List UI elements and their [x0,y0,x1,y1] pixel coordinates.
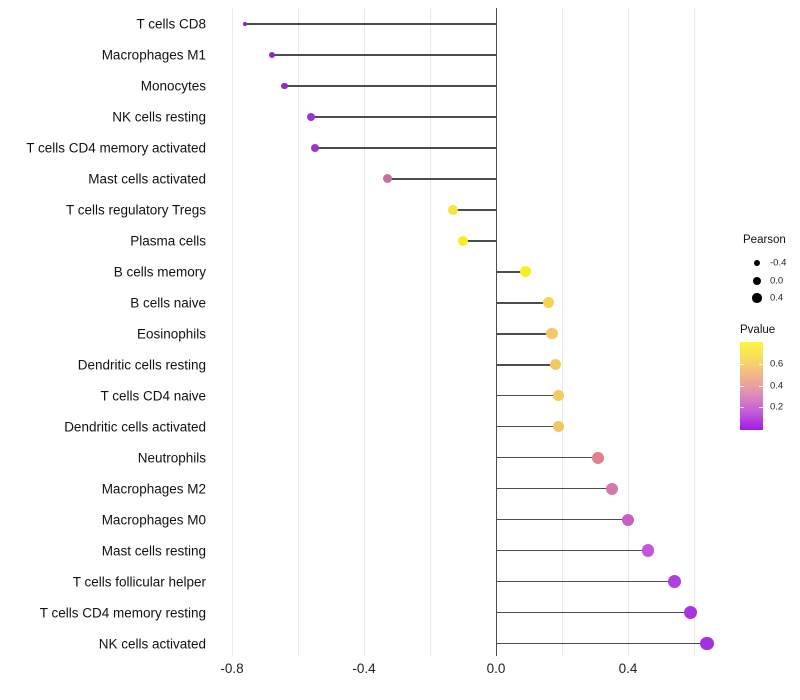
pvalue-legend-label: 0.4 [770,380,784,392]
y-axis-label: T cells CD4 memory resting [39,605,206,621]
lollipop-dot [684,605,698,620]
lollipop-stick [496,271,526,273]
y-axis-label: T cells follicular helper [72,574,206,590]
gridline [694,8,695,656]
zero-axis-line [496,8,497,656]
lollipop-dot [543,297,555,309]
lollipop-stick [271,54,496,56]
lollipop-dot [243,21,248,27]
lollipop-stick [496,580,675,583]
lollipop-stick [284,85,496,87]
y-axis-label: Dendritic cells activated [64,419,206,435]
lollipop-stick [496,642,708,645]
gridline [562,8,563,656]
lollipop-stick [311,116,496,118]
y-axis-label: Neutrophils [137,450,206,466]
lollipop-dot [307,112,316,121]
lollipop-dot [700,636,715,651]
lollipop-dot [592,451,605,464]
lollipop-stick [387,178,496,180]
x-axis-tick-label: 0.4 [618,661,638,676]
pvalue-legend-title: Pvalue [740,324,776,336]
pvalue-gradient-bar [740,342,763,430]
lollipop-dot [546,328,558,340]
lollipop-dot [457,235,469,247]
lollipop-dot [641,544,654,557]
lollipop-dot [382,174,392,184]
x-axis-tick-label: 0.0 [486,661,506,676]
pearson-legend-dot [752,276,762,285]
y-axis-label: Macrophages M1 [101,47,206,63]
lollipop-dot [553,390,565,402]
y-axis-label: Mast cells resting [101,543,206,559]
y-axis-label: Monocytes [140,78,206,94]
pearson-legend-title: Pearson [743,234,786,246]
y-axis-label: Macrophages M0 [101,512,206,528]
lollipop-dot [281,82,289,90]
y-axis-label: NK cells resting [112,109,206,125]
lollipop-stick [496,301,549,304]
lollipop-dot [310,143,319,152]
y-axis-label: NK cells activated [98,636,206,651]
lollipop-stick [496,487,612,490]
pvalue-gradient-tick [759,386,763,387]
lollipop-stick [496,456,599,459]
y-axis-label: Dendritic cells resting [77,357,206,373]
y-axis-label: Plasma cells [130,233,206,249]
pearson-legend-label: 0.4 [770,292,784,304]
y-axis-label: B cells memory [113,264,206,280]
lollipop-dot [268,51,275,58]
gridline [232,8,233,656]
lollipop-dot [667,575,681,589]
lollipop-stick [496,425,559,428]
pvalue-legend-label: 0.2 [770,401,784,413]
gridline [364,8,365,656]
lollipop-dot [605,482,618,495]
lollipop-dot [553,420,565,433]
y-axis-label: T cells CD4 naive [100,388,206,404]
gridline [430,8,431,656]
lollipop-stick [496,549,648,552]
y-axis-label: Macrophages M2 [101,481,206,497]
lollipop-dot [621,513,635,526]
lollipop-stick [496,518,628,521]
gridline [628,8,629,656]
lollipop-stick [496,363,556,366]
lollipop-stick [245,23,496,25]
y-axis-label: T cells CD8 [136,16,206,32]
pvalue-gradient-tick [740,407,744,409]
y-axis-label: Eosinophils [136,326,206,342]
y-axis-label: B cells naive [130,295,206,311]
lollipop-dot [549,359,562,371]
lollipop-stick [496,332,553,335]
lollipop-stick [463,240,496,242]
pvalue-gradient-tick [740,364,744,365]
pvalue-gradient-tick [740,386,744,387]
y-axis-label: Mast cells activated [88,171,206,187]
pearson-legend-dot [752,293,762,303]
pearson-legend-dot [753,259,761,267]
y-axis-label: T cells regulatory Tregs [65,202,206,218]
y-axis-label: T cells CD4 memory activated [26,140,206,156]
pvalue-legend-label: 0.6 [770,358,784,370]
pearson-legend-label: 0.0 [770,275,784,287]
pearson-legend-label: -0.4 [770,257,787,269]
lollipop-stick [496,394,559,397]
gridline [298,8,299,656]
lollipop-dot [520,266,532,278]
lollipop-stick [496,611,691,614]
lollipop-stick [453,209,496,211]
lollipop-stick [314,147,496,149]
x-axis-tick-label: -0.8 [220,661,244,676]
pvalue-gradient-tick [759,364,763,365]
x-axis-tick-label: -0.4 [352,661,376,676]
pvalue-gradient-tick [759,407,763,409]
lollipop-dot [448,204,459,215]
